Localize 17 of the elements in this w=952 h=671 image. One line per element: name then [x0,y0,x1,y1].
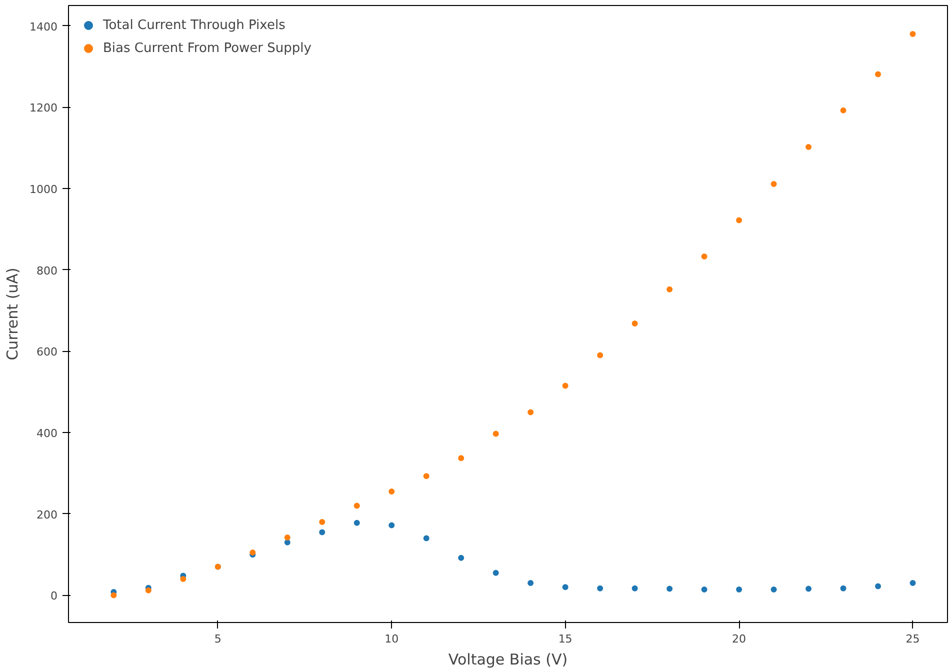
x-tick-label: 5 [214,632,222,646]
y-tick-label: 400 [36,427,58,440]
y-tick-label: 1000 [30,183,58,196]
y-axis-title: Current (uA) [4,268,22,360]
x-tick-label: 20 [732,632,746,646]
legend-label: Bias Current From Power Supply [103,40,312,56]
legend-label: Total Current Through Pixels [103,18,286,32]
x-tick-label: 15 [558,632,572,646]
y-tick-label: 0 [50,590,58,603]
y-tick-label: 800 [36,264,58,278]
y-tick-label: 1200 [30,102,58,115]
y-tick-label: 1400 [30,20,58,34]
x-tick-label: 10 [384,632,399,646]
y-tick-label: 600 [36,346,58,359]
y-tick-label: 200 [36,508,58,522]
x-axis-title: Voltage Bias (V) [448,650,568,668]
x-tick-label: 25 [906,632,920,646]
